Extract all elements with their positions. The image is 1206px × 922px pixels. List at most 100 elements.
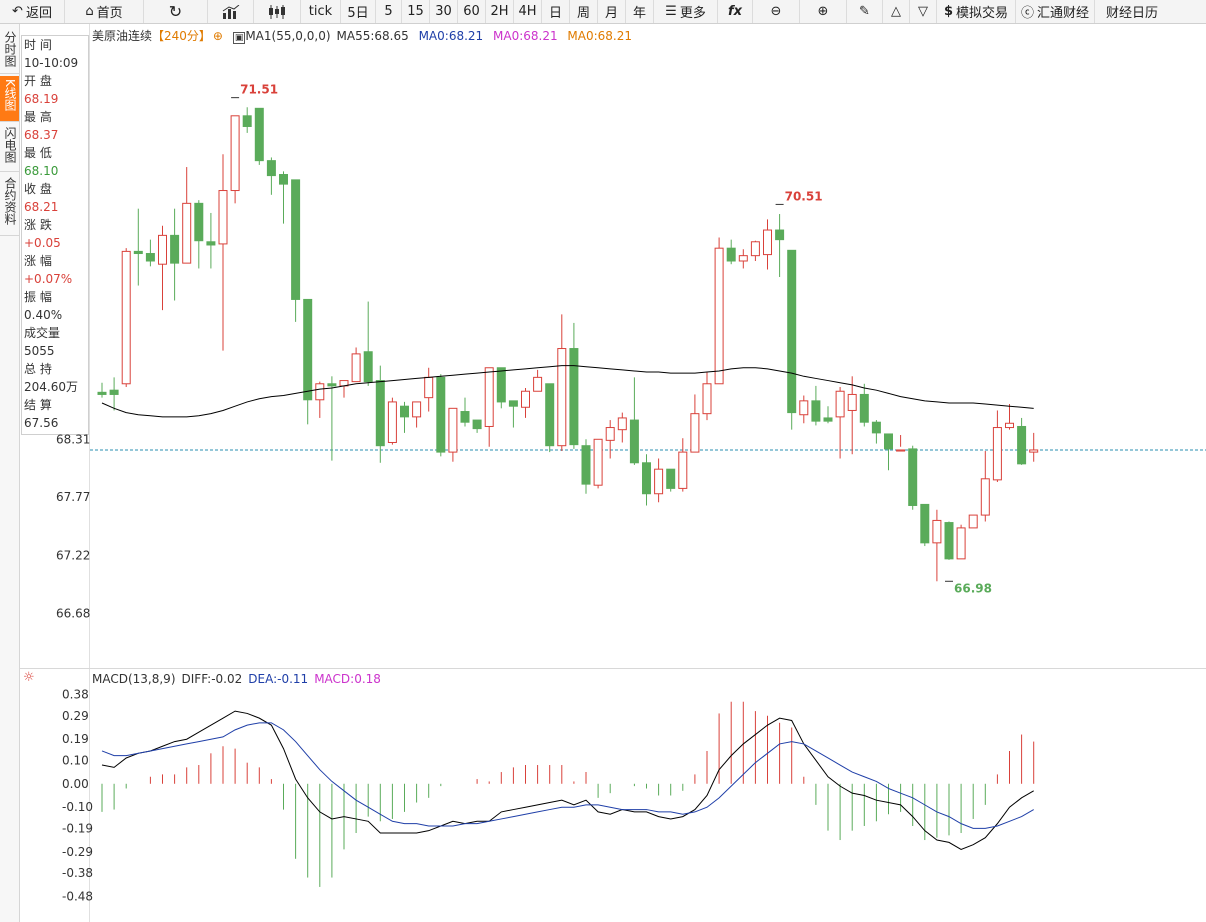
candle-body — [896, 449, 906, 452]
period-15[interactable]: 15 — [402, 0, 430, 23]
candle-33 — [496, 367, 506, 409]
candle-39 — [569, 322, 579, 449]
candle-68 — [920, 503, 930, 547]
side-tabs: 分时图 K线图 闪电图 合约资料 — [0, 24, 20, 922]
dollar-icon: $ — [943, 4, 954, 19]
diff-label: DIFF:-0.02 — [181, 672, 243, 686]
candle-body — [823, 417, 833, 422]
candle-36 — [533, 369, 543, 392]
refresh-button[interactable]: ↻ — [144, 0, 208, 23]
candle-body — [811, 400, 821, 422]
macd-axis-tick-7: -0.29 — [62, 845, 93, 859]
draw-button[interactable]: ✎ — [847, 0, 883, 23]
tab-kline[interactable]: K线图 — [0, 76, 19, 122]
candle-19 — [327, 376, 337, 461]
candle-18 — [315, 381, 325, 418]
candle-56 — [775, 214, 785, 278]
ma55-line — [101, 365, 1034, 418]
candle-body — [714, 247, 724, 385]
zoom-out-button[interactable]: ⊖ — [753, 0, 800, 23]
period-day[interactable]: 日 — [542, 0, 570, 23]
candle-body — [763, 229, 772, 256]
candle-body — [206, 241, 216, 246]
price-axis-tick-0: 68.31 — [56, 432, 90, 446]
pct-value: +0.07% — [24, 272, 73, 286]
candle-37 — [545, 383, 555, 453]
time-value: 10-10:09 — [24, 56, 79, 70]
macd-axis-tick-4: 0.00 — [62, 777, 89, 791]
logo-icon: ⓒ — [1020, 6, 1034, 21]
period-month[interactable]: 月 — [598, 0, 626, 23]
macd-axis-tick-6: -0.19 — [62, 821, 93, 835]
candle-29 — [448, 407, 458, 462]
zoom-in-button[interactable]: ⊕ — [800, 0, 847, 23]
candle-60 — [823, 406, 833, 424]
period-4h[interactable]: 4H — [514, 0, 542, 23]
calendar-button[interactable]: 财经日历 — [1105, 6, 1158, 21]
candle-body — [533, 376, 543, 392]
arrow-down-button[interactable]: ▽ — [910, 0, 937, 23]
period-week[interactable]: 周 — [570, 0, 598, 23]
sim-trade-button[interactable]: $ 模拟交易 — [937, 0, 1016, 23]
candle-style-button[interactable] — [254, 0, 301, 23]
candle-17 — [303, 298, 313, 425]
candle-body — [387, 401, 397, 443]
candle-body — [642, 462, 651, 495]
candle-body — [545, 383, 555, 447]
candle-20 — [339, 380, 349, 398]
more-button[interactable]: ☰ 更多 — [654, 0, 718, 23]
candle-63 — [859, 383, 869, 427]
candle-41 — [593, 438, 603, 489]
macd-axis-tick-5: -0.10 — [62, 800, 93, 814]
candle-7 — [182, 167, 192, 264]
candle-58 — [799, 395, 809, 424]
candle-body — [145, 253, 155, 262]
huitong-button[interactable]: ⓒ 汇通财经 — [1016, 0, 1095, 23]
ma-toggle-icon[interactable]: ▣ — [232, 32, 246, 44]
macd-legend: MACD(13,8,9) DIFF:-0.02 DEA:-0.11 MACD:0.18 — [92, 672, 387, 686]
candle-body — [847, 393, 857, 411]
candle-body — [412, 401, 422, 418]
candle-3 — [133, 208, 143, 286]
candle-body — [569, 348, 579, 446]
candle-body — [448, 407, 458, 453]
candle-body — [266, 160, 276, 177]
candle-21 — [351, 347, 361, 383]
formula-button[interactable]: fx — [718, 0, 753, 23]
period-30[interactable]: 30 — [430, 0, 458, 23]
candle-body — [799, 400, 809, 416]
period-60[interactable]: 60 — [458, 0, 486, 23]
candle-40 — [581, 439, 591, 494]
settings-icon[interactable]: ⊕ — [212, 29, 223, 43]
candle-24 — [387, 397, 397, 445]
candle-body — [496, 367, 506, 403]
candle-59 — [811, 385, 821, 426]
tab-time-chart[interactable]: 分时图 — [0, 28, 19, 74]
chart-type-button[interactable] — [208, 0, 254, 23]
low-value: 68.10 — [24, 164, 59, 178]
period-5[interactable]: 5 — [376, 0, 402, 23]
candle-body — [932, 519, 942, 544]
annotation-label-2: 66.98 — [954, 581, 992, 595]
candle-body — [97, 391, 107, 395]
period-tick[interactable]: tick — [301, 0, 341, 23]
macd-settings-icon[interactable]: ☼ — [23, 670, 35, 685]
period-5day[interactable]: 5日 — [341, 0, 376, 23]
back-button[interactable]: ↶ 返回 — [0, 0, 65, 23]
candle-50 — [702, 372, 712, 421]
home-button[interactable]: ⌂ 首页 — [65, 0, 144, 23]
period-2h[interactable]: 2H — [486, 0, 514, 23]
period-year[interactable]: 年 — [626, 0, 654, 23]
home-icon: ⌂ — [85, 4, 94, 19]
candle-49 — [690, 394, 700, 453]
candle-body — [315, 383, 325, 401]
candle-69 — [932, 509, 942, 582]
candle-16 — [291, 179, 301, 322]
candle-66 — [896, 435, 906, 452]
tab-flash-chart[interactable]: 闪电图 — [0, 124, 19, 172]
tab-contract-info[interactable]: 合约资料 — [0, 174, 19, 236]
arrow-up-button[interactable]: △ — [883, 0, 910, 23]
candle-23 — [375, 365, 385, 463]
candle-6 — [170, 208, 180, 301]
